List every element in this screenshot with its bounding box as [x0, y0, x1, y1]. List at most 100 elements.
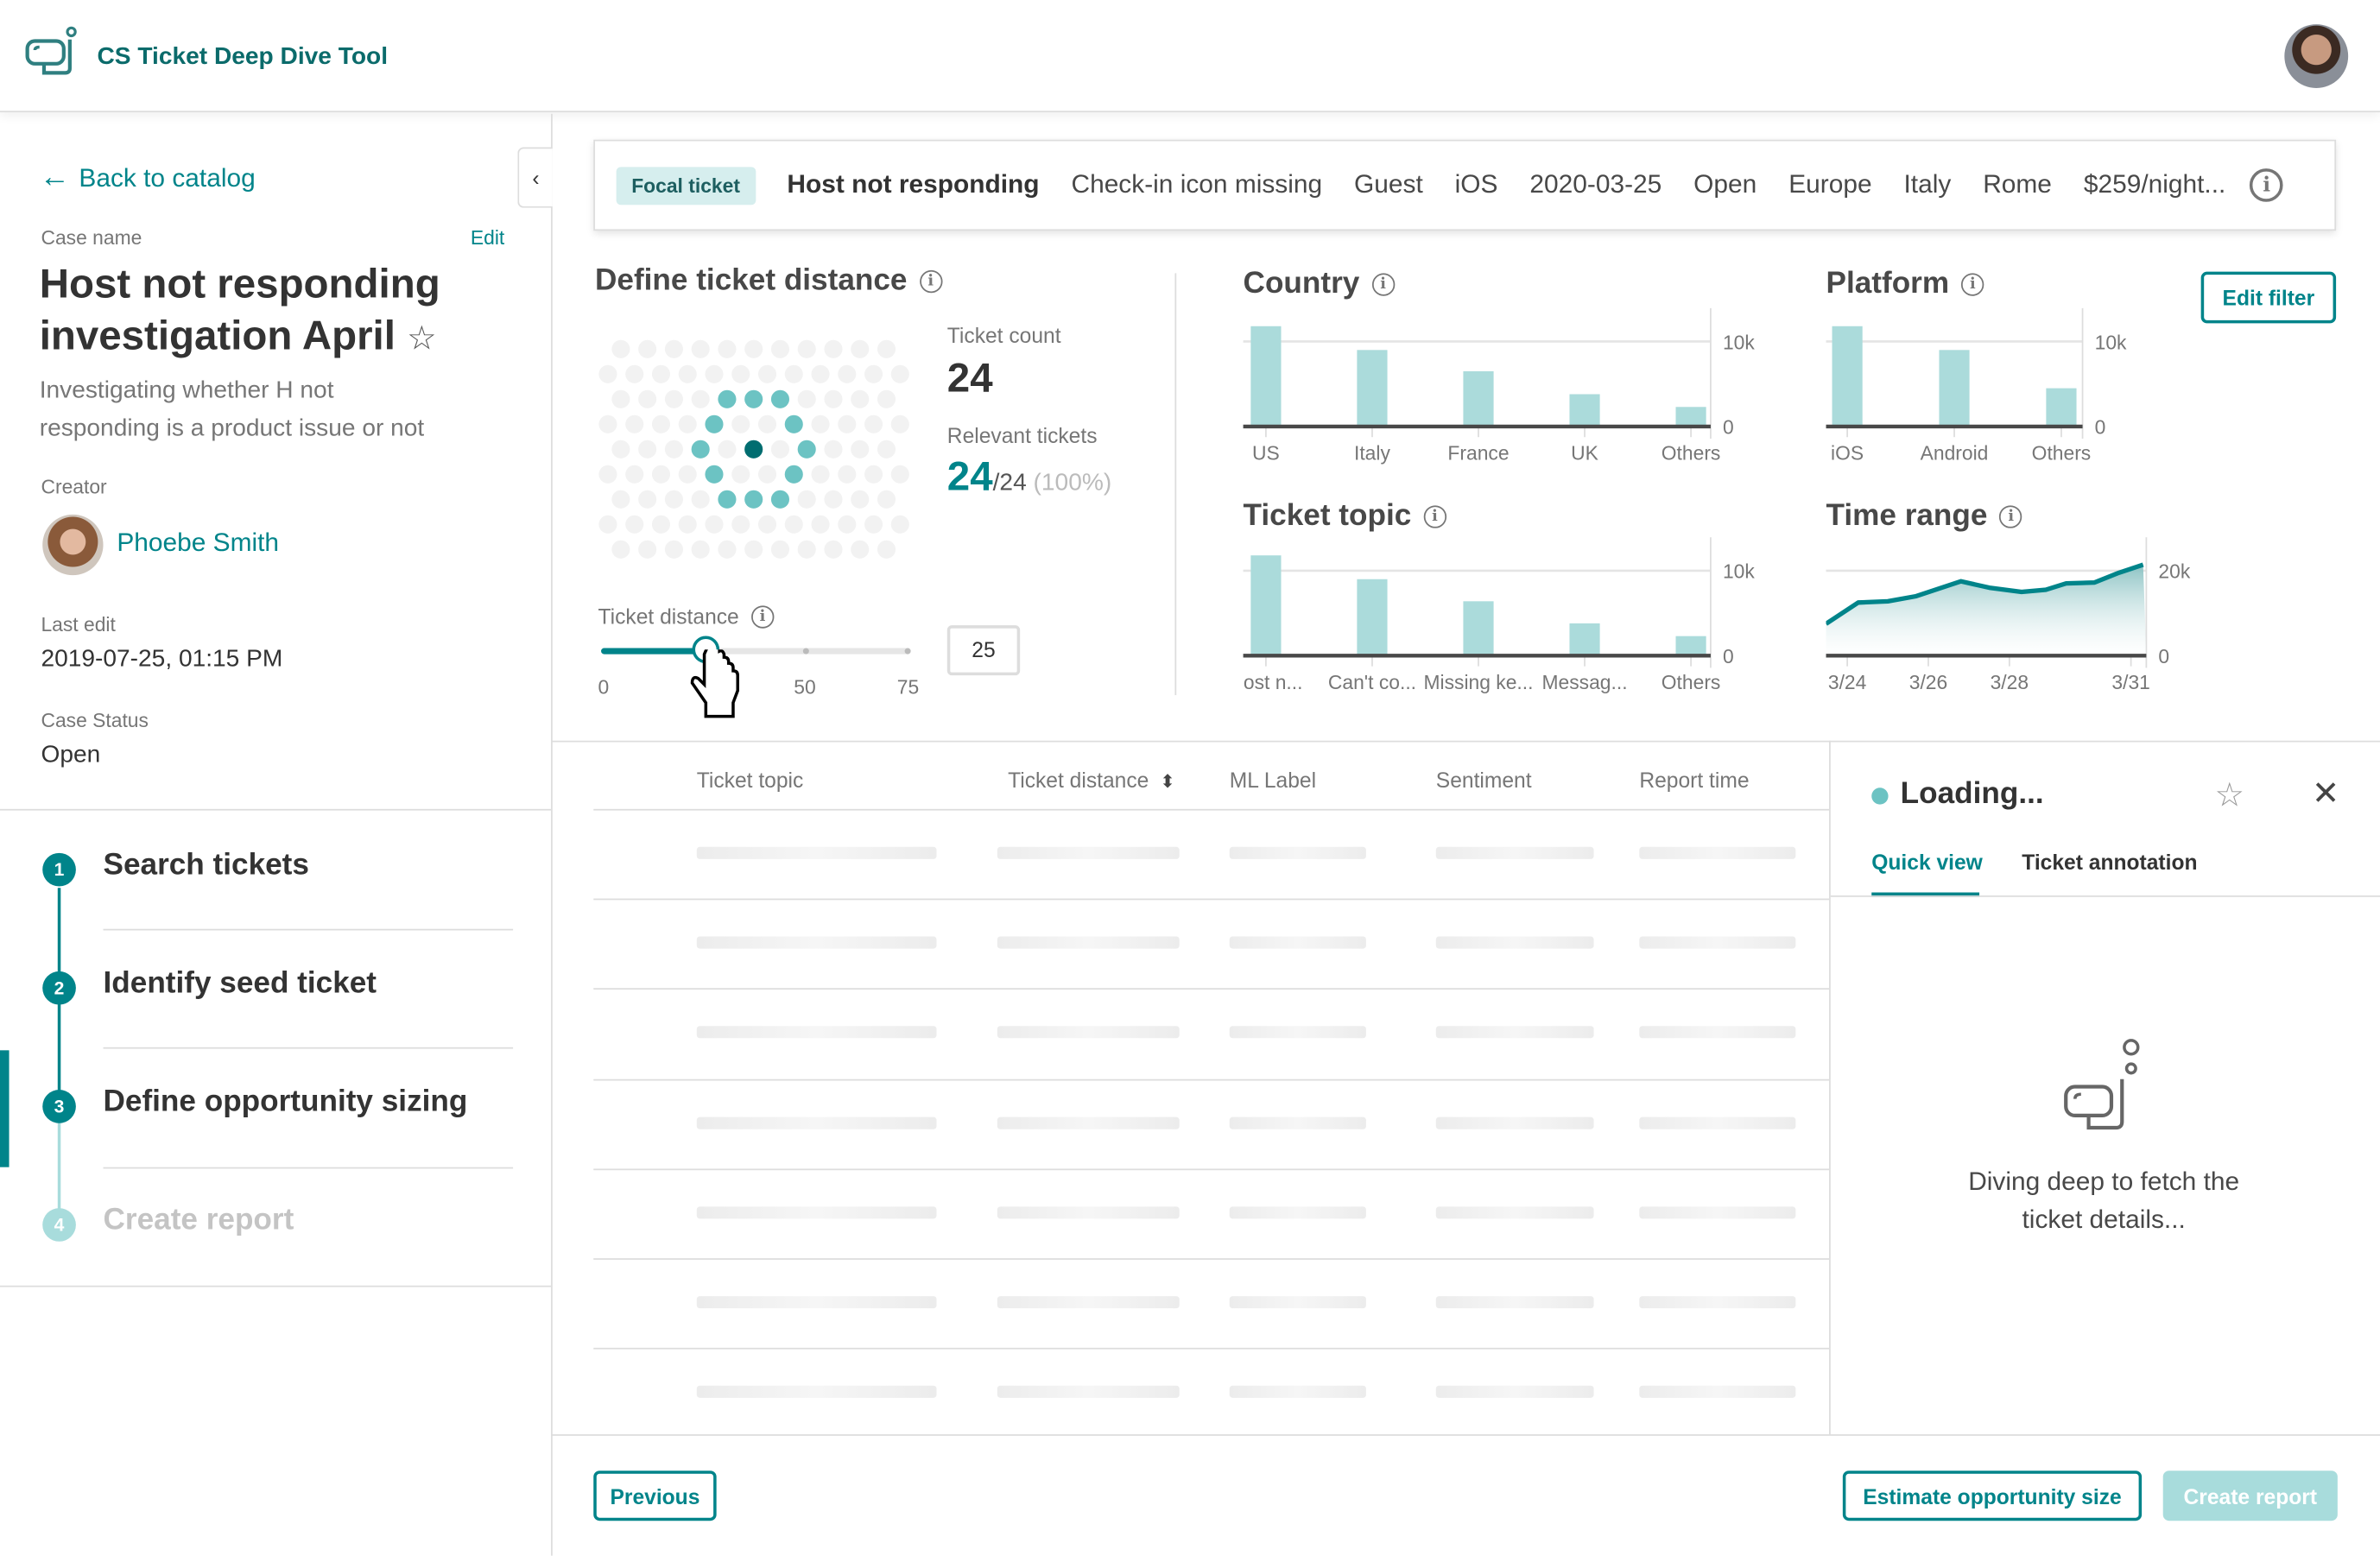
skeleton-cell	[1639, 1116, 1796, 1129]
y-tick-label: 0	[1723, 645, 1734, 667]
ticket-dot	[651, 515, 671, 534]
ticket-dot	[838, 364, 857, 383]
star-icon[interactable]: ☆	[2214, 775, 2245, 814]
ticket-dot	[797, 490, 816, 509]
creator-label: Creator	[41, 475, 107, 498]
ticket-dot	[651, 414, 671, 433]
column-header-sentiment[interactable]: Sentiment	[1435, 768, 1532, 793]
x-tick-label: Others	[1662, 671, 1721, 693]
close-icon[interactable]: ✕	[2311, 774, 2340, 813]
ticket-dot	[678, 515, 697, 534]
tab-ticket-annotation[interactable]: Ticket annotation	[2022, 850, 2198, 875]
step-define-opportunity-sizing[interactable]: Define opportunity sizing	[103, 1085, 468, 1119]
y-tick-label: 20k	[2158, 560, 2190, 583]
sort-icon[interactable]: ⬍	[1155, 770, 1175, 793]
bar-italy[interactable]	[1357, 350, 1388, 427]
x-tick-label: Italy	[1354, 442, 1390, 465]
bar-hostn[interactable]	[1250, 555, 1282, 656]
ticket-dot	[664, 490, 683, 509]
x-tick-label: Android	[1921, 442, 1989, 465]
bar-android[interactable]	[1939, 350, 1970, 427]
edit-case-link[interactable]: Edit	[470, 225, 505, 250]
info-icon[interactable]: i	[750, 604, 775, 628]
ticket-dot	[877, 389, 896, 408]
column-header-ticket-topic[interactable]: Ticket topic	[696, 768, 804, 793]
time-line[interactable]	[1826, 562, 2144, 626]
creator-name[interactable]: Phoebe Smith	[117, 528, 280, 558]
case-title: Host not responding investigation April …	[39, 261, 440, 358]
ticket-dot	[770, 540, 790, 559]
ticket-dot	[851, 440, 870, 459]
ticket-dot	[731, 465, 750, 484]
country-chart: 10k 0 US Italy France UK Others	[1243, 307, 1755, 465]
skeleton-cell	[1229, 1296, 1366, 1309]
bar-others[interactable]	[1675, 636, 1706, 656]
x-tick-label: Others	[2032, 442, 2092, 465]
ticket-dot	[705, 414, 724, 433]
info-icon[interactable]: i	[919, 269, 942, 294]
bar-ios[interactable]	[1832, 326, 1863, 427]
ticket-dot	[890, 515, 909, 534]
info-icon[interactable]: i	[2250, 168, 2284, 202]
bar-others[interactable]	[2046, 388, 2077, 427]
bar-uk[interactable]	[1569, 394, 1600, 427]
collapse-sidebar-button[interactable]: ‹	[517, 147, 553, 208]
ticket-dot	[811, 364, 830, 383]
skeleton-cell	[1639, 1206, 1796, 1219]
column-header-ml-label[interactable]: ML Label	[1229, 768, 1317, 793]
row-divider	[593, 1078, 1830, 1080]
ticket-dot	[651, 364, 671, 383]
skeleton-cell	[1435, 936, 1594, 949]
ticket-dot	[718, 540, 737, 559]
back-to-catalog-link[interactable]: ← Back to catalog	[39, 161, 256, 194]
ticket-dot	[718, 389, 737, 408]
bar-messag[interactable]	[1569, 623, 1600, 656]
bar-others[interactable]	[1675, 407, 1706, 427]
previous-button[interactable]: Previous	[593, 1471, 717, 1521]
estimate-opportunity-size-button[interactable]: Estimate opportunity size	[1842, 1471, 2143, 1521]
ticket-dot	[691, 540, 710, 559]
ticket-dot	[877, 440, 896, 459]
step-identify-seed-ticket[interactable]: Identify seed ticket	[103, 966, 377, 1001]
skeleton-cell	[1229, 1116, 1366, 1129]
platform-chart: 10k 0 iOS Android Others	[1826, 307, 2127, 465]
step-create-report[interactable]: Create report	[103, 1203, 294, 1237]
info-icon[interactable]: i	[1961, 273, 1984, 296]
topic-chart: 10k 0 Host n... Can't co... Missing ke... Mes…	[1243, 537, 1755, 693]
info-icon[interactable]: i	[1371, 273, 1395, 296]
create-report-button[interactable]: Create report	[2162, 1471, 2338, 1521]
column-header-ticket-distance[interactable]: Ticket distance ⬍	[1008, 768, 1175, 793]
ticket-distance-input[interactable]: 25	[946, 625, 1021, 676]
divider	[0, 808, 552, 811]
ticket-dot	[864, 364, 883, 383]
skeleton-cell	[1435, 1296, 1594, 1309]
bar-missingke[interactable]	[1463, 601, 1494, 656]
info-icon[interactable]: i	[1999, 505, 2022, 528]
x-tick-label: 3/26	[1909, 671, 1947, 693]
ticket-dot	[851, 339, 870, 358]
ticket-dot	[770, 389, 790, 408]
ticket-dot	[784, 414, 803, 433]
ticket-dot	[744, 440, 763, 459]
user-avatar[interactable]	[2284, 24, 2349, 88]
bar-cantco[interactable]	[1357, 579, 1388, 656]
tab-quick-view[interactable]: Quick view	[1871, 850, 1983, 875]
time-chart: 20k 0 3/24 3/26 3/28 3/31	[1826, 537, 2191, 693]
case-status-value: Open	[41, 742, 101, 769]
ticket-dot	[770, 339, 790, 358]
bar-france[interactable]	[1463, 370, 1494, 427]
ticket-dot	[718, 490, 737, 509]
ticket-dot	[638, 339, 657, 358]
ticket-distance-slider[interactable]	[601, 636, 911, 664]
skeleton-cell	[1229, 1206, 1366, 1219]
edit-filter-button[interactable]: Edit filter	[2200, 271, 2337, 324]
panel-title: Loading...	[1900, 776, 2044, 811]
info-icon[interactable]: i	[1423, 505, 1446, 528]
ticket-dot	[811, 465, 830, 484]
column-header-report-time[interactable]: Report time	[1639, 768, 1750, 793]
ticket-dot	[811, 515, 830, 534]
y-tick-label: 10k	[1723, 560, 1755, 583]
step-search-tickets[interactable]: Search tickets	[103, 848, 309, 882]
star-icon[interactable]: ☆	[407, 319, 437, 357]
bar-us[interactable]	[1250, 326, 1282, 427]
